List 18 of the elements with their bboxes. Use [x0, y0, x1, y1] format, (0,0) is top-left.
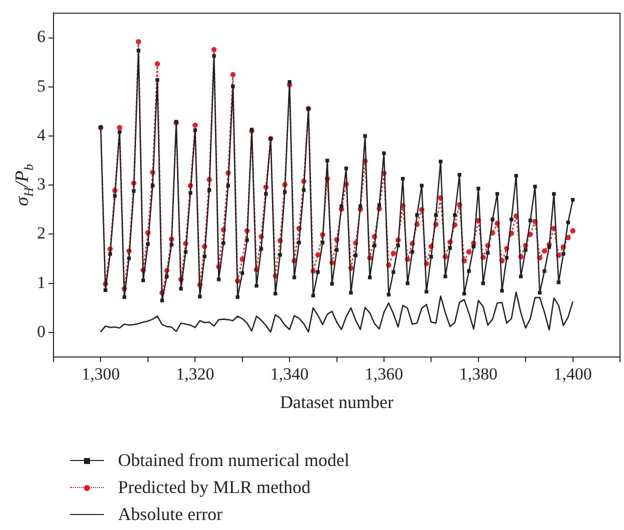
y-tick-label: 5 — [37, 76, 46, 96]
x-tick-label: 1,340 — [270, 364, 309, 384]
y-tick-label: 2 — [37, 224, 46, 243]
y-tick-label: 0 — [37, 322, 46, 341]
y-axis-title: σH/Pb — [12, 164, 36, 206]
x-tick-label: 1,320 — [176, 364, 214, 384]
x-tick-label: 1,380 — [459, 364, 498, 384]
x-tick-label: 1,360 — [364, 364, 404, 384]
x-tick-label: 1,400 — [554, 364, 592, 384]
x-axis-title: Dataset number — [280, 392, 394, 412]
y-tick-label: 3 — [37, 174, 46, 194]
legend-label: Obtained from numerical model — [118, 450, 350, 471]
legend-label: Predicted by MLR method — [118, 477, 310, 498]
y-tick-label: 1 — [37, 272, 46, 292]
y-tick-label: 4 — [37, 125, 46, 144]
y-tick-label: 6 — [37, 27, 46, 46]
x-tick-label: 1,300 — [82, 364, 120, 384]
legend-label: Absolute error — [118, 504, 222, 525]
